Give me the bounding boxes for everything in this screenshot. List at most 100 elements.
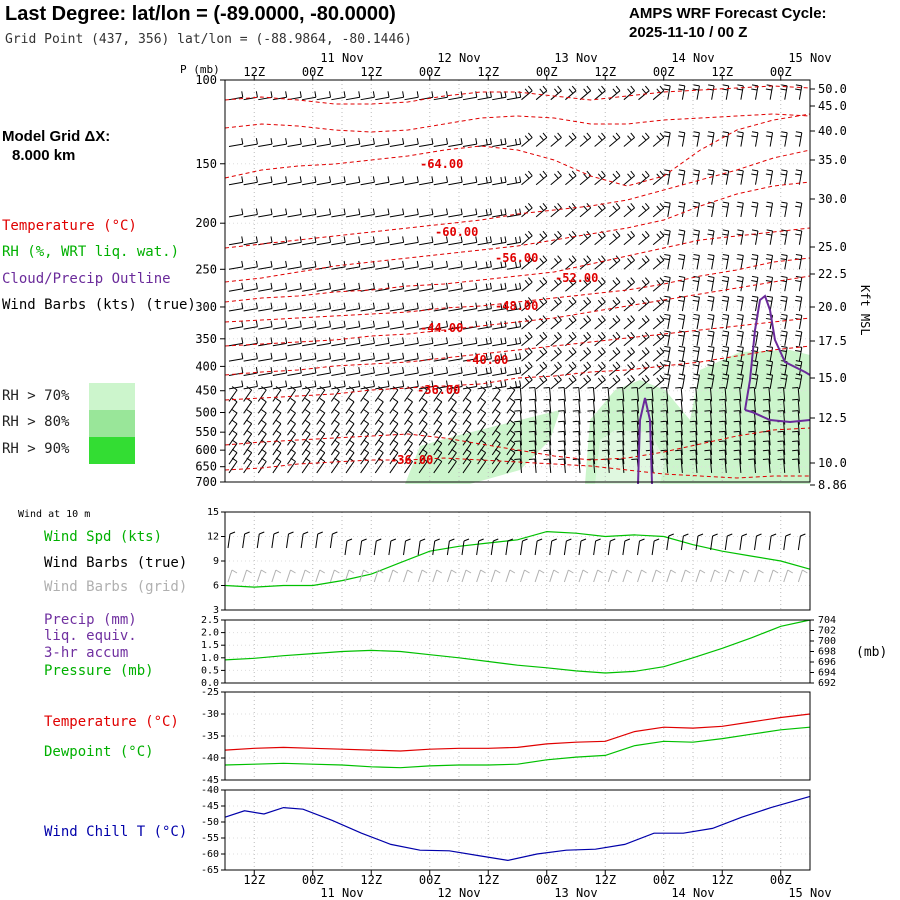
wind-barb bbox=[316, 320, 332, 330]
wind-barb-staff bbox=[477, 385, 492, 390]
wind-barb-staff bbox=[360, 358, 375, 362]
wind-barb-flag bbox=[616, 449, 623, 452]
wind-barb-staff bbox=[623, 137, 635, 147]
wind-barb-staff bbox=[563, 540, 567, 556]
wind-barb bbox=[528, 410, 537, 425]
wind-barb-flag bbox=[314, 367, 317, 374]
wind-barb bbox=[608, 202, 621, 218]
wind-barb-flag bbox=[314, 380, 317, 387]
wind-barb-flag bbox=[704, 449, 711, 452]
wind-barb-staff bbox=[419, 241, 433, 246]
wind-barb bbox=[780, 275, 788, 292]
wind-barb-flag bbox=[678, 313, 685, 316]
wind-barb-flag bbox=[708, 169, 715, 172]
wind-barb-flag bbox=[678, 253, 685, 256]
wind-barb-staff bbox=[594, 336, 606, 347]
wind-barb-flag bbox=[416, 176, 419, 183]
wind-barb-flag bbox=[641, 135, 647, 141]
wind-barb bbox=[345, 282, 361, 292]
wind-barb-staff bbox=[519, 421, 522, 436]
wind-barb bbox=[675, 387, 683, 402]
wind-barb-staff bbox=[492, 213, 507, 218]
wind-barb-flag bbox=[343, 138, 346, 145]
wind-barb-staff bbox=[563, 431, 566, 446]
wind-barb-staff bbox=[578, 410, 581, 425]
wind-barb-flag bbox=[446, 352, 449, 359]
wind-barb-staff bbox=[565, 301, 577, 312]
wind-barb-flag bbox=[554, 334, 559, 340]
wind-barb bbox=[572, 430, 581, 446]
wind-barb bbox=[528, 430, 537, 446]
wind-barb-flag bbox=[719, 440, 726, 442]
wind-barb bbox=[602, 449, 610, 465]
wind-barb-staff bbox=[740, 170, 744, 185]
wind-barb-staff bbox=[272, 308, 287, 312]
wind-barb bbox=[433, 367, 449, 376]
wind-barb-staff bbox=[709, 387, 713, 402]
wind-barb-flag bbox=[446, 367, 449, 374]
wind-barb-staff bbox=[711, 255, 715, 270]
wind-barb-flag bbox=[372, 138, 375, 145]
wind-barb bbox=[447, 439, 457, 456]
wind-barb-staff bbox=[316, 288, 331, 292]
wind-barb-flag bbox=[615, 297, 621, 303]
wind-barb bbox=[477, 320, 492, 330]
wind-barb-staff bbox=[651, 569, 657, 583]
wind-barb-flag bbox=[554, 135, 559, 141]
wind-barb bbox=[243, 419, 253, 436]
wind-barb-flag bbox=[514, 303, 518, 310]
wind-barb-flag bbox=[304, 457, 311, 462]
time-tick-label: 12Z bbox=[594, 65, 616, 79]
wind-barb bbox=[594, 277, 606, 292]
wind-barb-flag bbox=[708, 373, 715, 376]
pressure-tick-label: 250 bbox=[195, 262, 217, 276]
wind-barb-staff bbox=[739, 450, 742, 465]
wind-barb-flag bbox=[721, 205, 729, 208]
wind-barb-flag bbox=[504, 337, 507, 344]
wind-barb-flag bbox=[602, 449, 609, 452]
wind-barb-staff bbox=[345, 461, 355, 474]
pressure-tick-label: 650 bbox=[195, 460, 217, 474]
wind-barb-staff bbox=[287, 389, 296, 402]
wind-barb-staff bbox=[359, 569, 365, 583]
wind-barb bbox=[404, 409, 413, 425]
wind-barb-flag bbox=[509, 409, 516, 414]
wind-barb-flag bbox=[795, 205, 802, 208]
wind-barb-staff bbox=[783, 535, 787, 551]
wind-barb-flag bbox=[664, 131, 671, 134]
wind-barb-flag bbox=[630, 297, 635, 303]
wind-barb-flag bbox=[519, 176, 522, 183]
wind-barb-flag bbox=[572, 440, 579, 442]
wind-barb-flag bbox=[612, 377, 618, 383]
wind-barb-flag bbox=[630, 85, 635, 92]
wind-barb-flag bbox=[795, 275, 802, 278]
wind-barb-staff bbox=[257, 443, 267, 456]
wind-barb-flag bbox=[231, 397, 238, 403]
wind-barb bbox=[374, 397, 384, 414]
wind-barb-flag bbox=[285, 208, 288, 215]
wind-barb-staff bbox=[330, 461, 340, 474]
wind-barb bbox=[678, 360, 686, 376]
wind-barb-flag bbox=[795, 364, 802, 367]
wind-barb-staff bbox=[228, 213, 243, 218]
wind-barb bbox=[404, 397, 413, 414]
wind-barb-flag bbox=[645, 387, 652, 389]
wind-barb-flag bbox=[329, 352, 332, 359]
wind-barb-staff bbox=[769, 170, 774, 185]
wind-barb bbox=[272, 439, 282, 456]
wind-barb-staff bbox=[667, 203, 671, 217]
wind-barb-flag bbox=[678, 373, 685, 376]
wind-barb-staff bbox=[725, 297, 730, 312]
wind-barb-flag bbox=[270, 282, 273, 289]
wind-barb-staff bbox=[519, 387, 522, 402]
wind-barb bbox=[433, 409, 443, 425]
wind-barb-flag bbox=[762, 387, 769, 389]
wind-barb bbox=[477, 138, 492, 148]
wind-barb bbox=[462, 380, 478, 390]
wind-barb-staff bbox=[725, 203, 730, 217]
wind-barb-flag bbox=[553, 569, 560, 574]
wind-barb bbox=[616, 430, 625, 446]
wind-barb bbox=[243, 302, 258, 312]
wind-barb-flag bbox=[275, 409, 282, 414]
wind-barb-flag bbox=[644, 255, 650, 261]
